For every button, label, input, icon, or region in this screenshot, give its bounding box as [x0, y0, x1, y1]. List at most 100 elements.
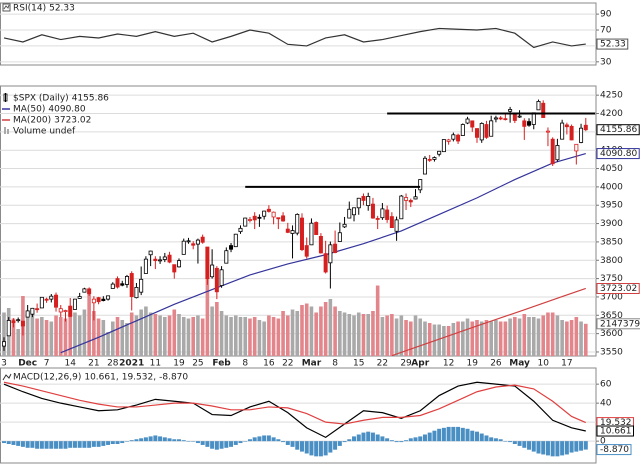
histogram-bar	[493, 438, 498, 442]
volume-bar	[181, 317, 186, 356]
moving-average-line	[391, 287, 586, 356]
histogram-bar	[172, 439, 177, 442]
histogram-bar	[191, 441, 196, 442]
candle-body	[304, 245, 309, 257]
x-tick-label: Mar	[302, 359, 322, 369]
histogram-bar	[238, 441, 243, 444]
candle-body	[527, 121, 532, 126]
volume-bar	[361, 314, 366, 356]
x-tick-label: May	[509, 359, 530, 369]
candle-body	[82, 288, 87, 293]
candle-body	[394, 219, 399, 232]
volume-bar	[541, 315, 546, 356]
candle-body	[2, 341, 7, 347]
candle-body	[162, 256, 167, 260]
volume-bar	[371, 311, 375, 356]
legend-value: 19.532	[122, 373, 154, 383]
value-box	[596, 38, 629, 50]
value-box-label: 52.33	[600, 40, 626, 50]
volume-bar	[498, 321, 503, 356]
macd-line	[3, 381, 586, 439]
volume-bar	[205, 267, 210, 356]
candle-body	[195, 239, 200, 245]
candle-body	[262, 210, 267, 217]
histogram-bar	[517, 441, 522, 446]
volume-bar	[49, 321, 54, 356]
volume-bar	[342, 312, 347, 356]
candle-body	[418, 179, 423, 191]
y-tick-label: 4000	[600, 182, 623, 192]
candle-body	[44, 298, 49, 301]
candle-body	[512, 113, 517, 121]
histogram-bar	[262, 435, 267, 442]
volume-bar	[243, 317, 248, 356]
candle-body	[299, 217, 304, 251]
candle-body	[536, 101, 541, 111]
panel-title: $SPX (Daily)	[13, 94, 69, 104]
x-tick-label: 12	[443, 359, 454, 369]
histogram-bar	[564, 441, 569, 455]
histogram-bar	[243, 441, 248, 442]
x-tick-label: 3	[1, 359, 7, 369]
histogram-bar	[30, 441, 35, 448]
volume-bar	[333, 306, 337, 356]
value-boxes: 52.33	[596, 38, 629, 50]
candle-body	[465, 118, 470, 124]
volume-bar	[565, 321, 569, 356]
volume-bar	[120, 320, 125, 356]
x-tick-label: 11	[150, 359, 161, 369]
panel-title: RSI(14)	[13, 4, 46, 14]
candle-body	[200, 236, 205, 243]
candle-body	[49, 295, 54, 300]
legend-icon	[2, 373, 12, 381]
candle-body	[247, 219, 252, 221]
candle-body	[158, 259, 163, 262]
volume-bar	[200, 318, 205, 356]
candle-body	[474, 128, 479, 138]
histogram-bar	[574, 441, 579, 452]
candle-body	[290, 230, 295, 234]
volume-bar	[267, 315, 271, 356]
histogram-bar	[229, 441, 234, 447]
y-tick-label: 3650	[600, 311, 623, 321]
histogram-bar	[87, 441, 92, 448]
candle-body	[181, 240, 186, 255]
volume-bar	[442, 326, 446, 356]
panel-title: MACD(12,26,9)	[13, 373, 81, 383]
histogram-bar	[153, 435, 158, 442]
volume-bar	[527, 317, 531, 356]
histogram-bar	[96, 441, 101, 447]
candle-body	[489, 120, 494, 137]
candle-body	[219, 269, 224, 286]
histogram-bar	[484, 435, 489, 442]
volume-bar	[546, 312, 550, 356]
value-box	[596, 124, 640, 136]
candle-body	[574, 143, 579, 152]
histogram-bar	[200, 441, 205, 445]
histogram-bar	[460, 427, 465, 442]
x-tick-label: Dec	[18, 359, 37, 369]
volume-bar	[300, 305, 304, 356]
volume-bar	[276, 318, 281, 356]
volume-bar	[366, 314, 371, 356]
legend-icon-line	[3, 4, 10, 10]
histogram-bar	[536, 441, 541, 454]
volume-bar	[219, 311, 224, 356]
value-box-label: 4155.86	[600, 125, 637, 135]
candle-body	[238, 227, 243, 233]
histogram-bar	[404, 440, 409, 442]
candle-body	[224, 250, 229, 264]
volume-bar	[399, 315, 404, 356]
candle-body	[115, 278, 120, 288]
histogram-bar	[441, 427, 446, 442]
histogram-bar	[162, 437, 167, 442]
volume-bar	[110, 321, 115, 356]
candle-body	[484, 124, 489, 138]
volume-bar	[16, 329, 20, 356]
candle-body	[356, 197, 361, 209]
volume-bar	[125, 323, 129, 356]
x-tick-label: 7	[44, 359, 50, 369]
volume-bar	[461, 321, 465, 356]
candle-body	[271, 211, 276, 218]
